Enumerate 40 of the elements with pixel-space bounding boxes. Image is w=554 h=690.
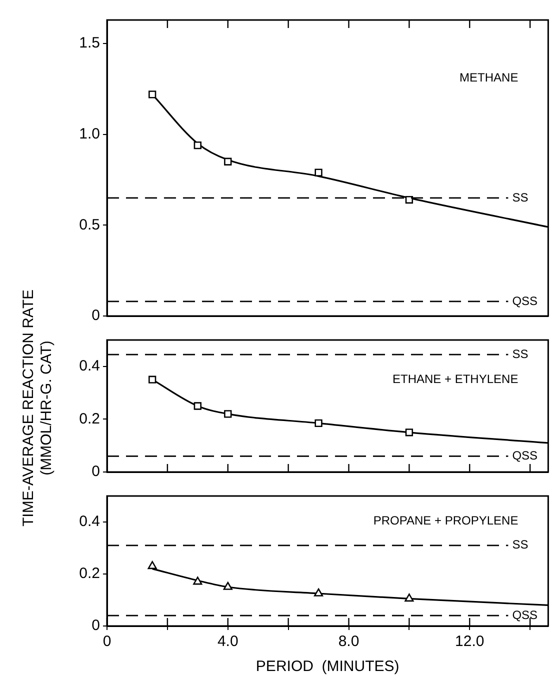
x-tick-label: 8.0 <box>338 633 360 650</box>
y-tick-label: 0.2 <box>79 565 100 582</box>
point <box>194 141 202 150</box>
y-tick-label: 0.4 <box>79 358 100 375</box>
x-axis-title: PERIOD (MINUTES) <box>256 658 400 676</box>
point <box>148 376 156 384</box>
ref-line-label: SS <box>512 190 528 204</box>
annotation: METHANE <box>460 70 518 84</box>
annotation: ETHANE + ETHYLENE <box>392 372 518 386</box>
y-tick-label: 1.5 <box>79 34 100 52</box>
point <box>404 594 414 602</box>
y-tick-label: 0 <box>92 463 100 480</box>
point <box>405 196 414 204</box>
point <box>314 588 324 596</box>
point <box>148 90 156 98</box>
y-tick-label: 0 <box>92 307 100 324</box>
ref-line-label: QSS <box>512 448 538 462</box>
point <box>194 402 202 410</box>
point <box>193 576 202 585</box>
point <box>148 561 157 570</box>
point <box>224 158 232 166</box>
x-tick-label: 12.0 <box>455 633 484 650</box>
x-tick-label: 4.0 <box>217 633 238 650</box>
point <box>224 410 232 418</box>
point <box>405 428 414 436</box>
point <box>314 419 322 427</box>
y-tick-label: 1.0 <box>79 126 100 143</box>
ref-line-label: SS <box>512 346 528 361</box>
y-tick-label: 0.5 <box>79 216 100 234</box>
point <box>223 582 232 590</box>
ref-line-label: SS <box>512 538 528 552</box>
annotation: PROPANE + PROPYLENE <box>373 514 518 528</box>
y-tick-label: 0.4 <box>79 513 100 530</box>
y-tick-label: 0 <box>92 617 100 634</box>
y-axis-title: TIME-AVERAGE REACTION RATE (MMOL/HR-G. CAT) <box>20 290 56 526</box>
ref-line-label: QSS <box>512 294 538 308</box>
ref-line-label: QSS <box>512 608 538 622</box>
y-tick-label: 0.2 <box>79 410 100 428</box>
x-tick-label: 0 <box>102 633 112 650</box>
point <box>314 168 322 176</box>
